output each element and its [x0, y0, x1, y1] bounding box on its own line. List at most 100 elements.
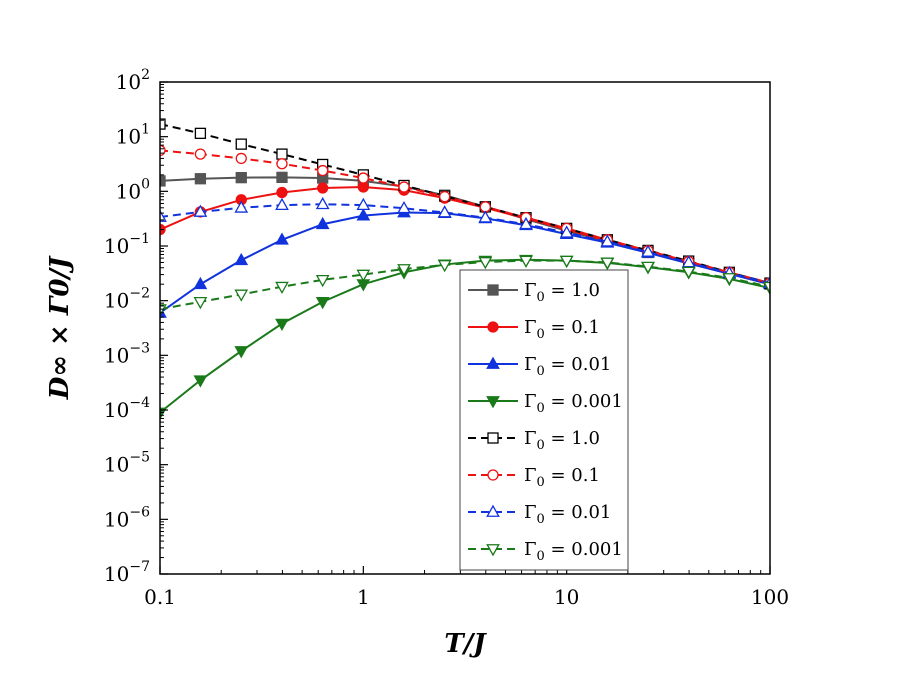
data-point — [276, 171, 288, 184]
data-point — [641, 244, 655, 257]
x-axis: 0.1 1 10 100 — [144, 566, 789, 609]
data-point — [160, 407, 167, 420]
legend: Γ0 = 1.0 Γ0 = 0.1 Γ0 = 0.01 Γ0 = 0.001 Γ0 = … — [459, 269, 629, 571]
data-point — [478, 257, 493, 270]
legend-marker — [487, 321, 499, 333]
x-tick-label: 100 — [751, 585, 789, 609]
series-line — [160, 149, 770, 285]
legend-label: Γ0 = 0.001 — [524, 391, 623, 416]
y-axis-title: D∞ × Γ0/J — [45, 255, 75, 400]
data-point — [317, 182, 329, 194]
plot-frame — [159, 81, 771, 575]
data-point — [437, 260, 452, 273]
data-point — [437, 205, 452, 218]
series-5 — [160, 144, 770, 289]
legend-label: Γ0 = 1.0 — [524, 280, 600, 305]
legend-label: Γ0 = 1.0 — [524, 428, 600, 453]
data-point — [235, 138, 247, 150]
data-point — [763, 281, 770, 295]
legend-label: Γ0 = 0.1 — [524, 465, 600, 490]
legend-label: Γ0 = 0.01 — [524, 502, 611, 527]
data-point — [600, 257, 615, 270]
y-tick-label: 10−3 — [104, 340, 150, 367]
data-point — [600, 234, 615, 247]
y-tick-label: 100 — [116, 176, 150, 203]
data-point — [398, 181, 410, 193]
data-point — [641, 261, 655, 274]
legend-marker — [486, 356, 500, 369]
series-layer — [160, 118, 770, 420]
data-point — [356, 208, 371, 221]
data-point — [160, 175, 166, 187]
y-tick-label: 10−6 — [104, 504, 150, 531]
y-tick-label: 101 — [116, 122, 150, 149]
y-tick-label: 10−4 — [104, 395, 150, 422]
data-point — [193, 296, 208, 310]
series-line — [160, 203, 770, 285]
legend-label: Γ0 = 0.001 — [524, 539, 623, 564]
series-7 — [160, 255, 770, 317]
data-point — [559, 255, 574, 268]
legend-marker — [486, 544, 500, 557]
series-6 — [160, 196, 770, 288]
data-point — [397, 264, 411, 277]
data-point — [275, 281, 289, 295]
data-point — [315, 296, 330, 310]
data-point — [276, 148, 288, 160]
y-axis: 102 101 100 10−1 10−2 10−3 10−4 10−5 10−6 10−7 — [104, 67, 168, 586]
data-point — [722, 273, 737, 286]
y-tick-label: 10−1 — [104, 231, 150, 258]
legend-marker — [486, 396, 500, 409]
series-line — [160, 259, 770, 311]
data-point — [235, 171, 247, 184]
legend-marker — [486, 504, 500, 517]
data-point — [234, 200, 249, 213]
data-point — [276, 158, 288, 170]
data-point — [315, 274, 330, 288]
series-line — [160, 176, 770, 286]
data-point — [681, 255, 696, 268]
x-axis-title: T/J — [444, 629, 487, 659]
y-tick-label: 10−7 — [104, 559, 150, 586]
legend-label: Γ0 = 0.1 — [524, 317, 600, 342]
legend-box — [459, 269, 629, 571]
legend-marker — [487, 432, 499, 444]
data-point — [397, 200, 411, 214]
x-tick-label: 0.1 — [144, 585, 176, 609]
data-point — [275, 318, 289, 331]
y-tick-label: 10−5 — [104, 450, 150, 477]
x-tick-label: 1 — [357, 585, 370, 609]
data-point — [681, 266, 696, 279]
data-point — [194, 127, 207, 139]
data-point — [234, 289, 249, 302]
data-point — [315, 196, 330, 210]
data-point — [193, 375, 208, 388]
data-point — [193, 204, 208, 217]
data-point — [559, 225, 574, 238]
data-point — [193, 276, 208, 290]
data-point — [317, 164, 329, 177]
data-point — [275, 232, 289, 245]
data-point — [234, 346, 249, 359]
y-tick-label: 102 — [116, 67, 150, 94]
data-point — [275, 197, 289, 210]
data-point — [234, 252, 249, 266]
data-point — [357, 172, 369, 184]
data-point — [194, 148, 207, 160]
data-point — [519, 216, 533, 230]
data-point — [519, 255, 533, 268]
legend-marker — [487, 284, 499, 296]
data-point — [315, 216, 330, 230]
data-point — [356, 269, 371, 282]
data-point — [160, 118, 166, 130]
data-point — [478, 210, 493, 223]
data-point — [439, 190, 451, 203]
data-point — [235, 152, 247, 165]
data-point — [194, 173, 207, 185]
data-point — [276, 186, 288, 199]
legend-label: Γ0 = 0.01 — [524, 354, 611, 379]
data-point — [356, 197, 371, 210]
legend-marker — [487, 469, 499, 481]
x-tick-label: 10 — [554, 585, 579, 609]
